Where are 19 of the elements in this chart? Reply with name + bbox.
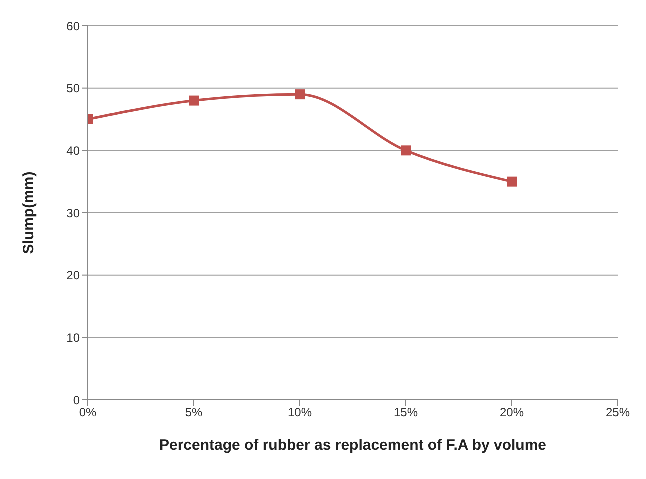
x-tick-label: 15%	[394, 406, 418, 420]
y-tick-label: 10	[66, 330, 80, 345]
y-tick-label: 50	[66, 82, 80, 96]
x-tick-label: 0%	[79, 406, 97, 420]
y-axis-title: Slump(mm)	[20, 172, 38, 254]
x-tick-label: 25%	[606, 406, 630, 420]
y-tick-label: 30	[66, 206, 80, 220]
point	[295, 90, 305, 100]
x-axis-title: Percentage of rubber as replacement of F.A by volume	[159, 437, 547, 454]
point	[401, 146, 411, 156]
x-tick-label: 20%	[500, 406, 524, 420]
y-tick-label: 0	[73, 393, 80, 408]
y-tick-label: 20	[66, 268, 80, 283]
y-tick-label: 60	[66, 19, 80, 34]
point	[189, 96, 199, 106]
x-tick-label: 10%	[288, 406, 312, 420]
point	[507, 176, 517, 187]
y-tick-label: 40	[66, 144, 80, 158]
x-tick-label: 5%	[185, 406, 203, 420]
